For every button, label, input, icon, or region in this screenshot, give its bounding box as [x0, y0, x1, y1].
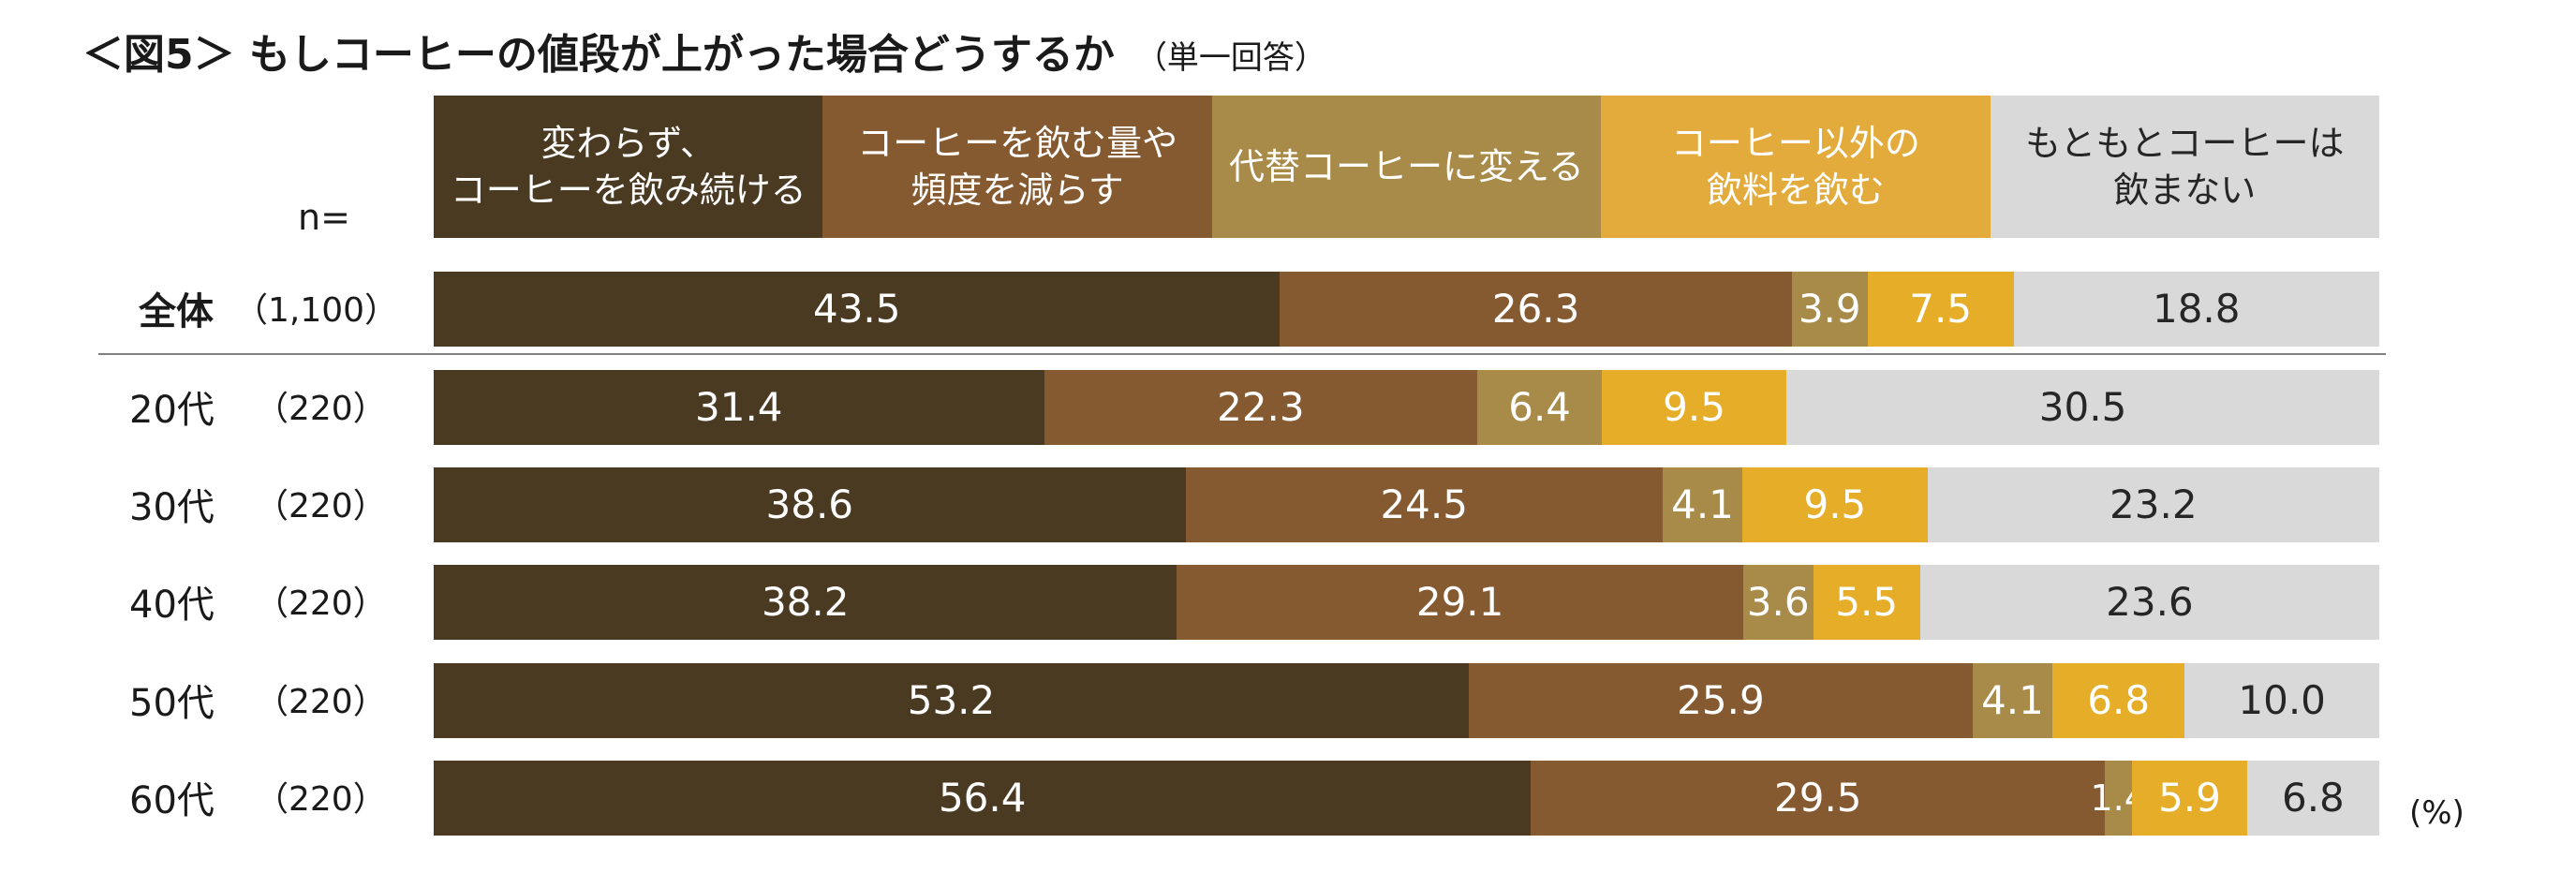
- bar-segment: [2132, 761, 2247, 836]
- unit-label: (%): [2409, 794, 2465, 832]
- bar-segment: [1791, 272, 1868, 347]
- bar-segment: [1813, 565, 1920, 640]
- data-label: 3.9: [1798, 286, 1861, 332]
- data-label: 9.5: [1663, 384, 1725, 430]
- row-sample-size: （1,100）: [234, 291, 399, 330]
- stacked-bar-row: 53.2 25.9 4.1 6.8 10.0: [434, 663, 2379, 738]
- data-label: 29.5: [1774, 775, 1862, 821]
- bar-segment: [434, 272, 1281, 347]
- data-label: 6.8: [2087, 677, 2151, 723]
- bar-segment: [1044, 370, 1478, 445]
- stacked-bar-row: 38.6 24.5 4.1 9.5 23.2: [434, 467, 2379, 542]
- data-label: 25.9: [1677, 677, 1765, 723]
- bar-segment: [1742, 565, 1814, 640]
- bar-segment: [1867, 272, 2014, 347]
- legend-header-3: 代替コーヒーに変える: [1211, 96, 1602, 238]
- stacked-bar-row: 38.2 29.1 3.6 5.5 23.6: [434, 565, 2379, 640]
- row-sample-size: （220）: [255, 585, 387, 623]
- total-divider-line: [98, 353, 2386, 355]
- row-label: 20代: [129, 389, 215, 432]
- data-label: 6.4: [1508, 384, 1572, 430]
- data-label: 7.5: [1909, 286, 1973, 332]
- data-label: 6.8: [2281, 775, 2345, 821]
- data-label: 18.8: [2152, 286, 2241, 332]
- bar-segment: [434, 663, 1469, 738]
- legend-header-4: コーヒー以外の 飲料を飲む: [1601, 96, 1991, 238]
- stacked-bar-row: 56.4 29.5 1.4 5.9 6.8: [434, 761, 2379, 836]
- chart-title: ＜図5＞ もしコーヒーの値段が上がった場合どうするか （単一回答）: [82, 21, 1326, 81]
- data-label: 43.5: [812, 286, 901, 332]
- data-label: 31.4: [695, 384, 783, 430]
- data-label: 5.9: [2158, 775, 2221, 821]
- row-sample-size: （220）: [255, 780, 387, 819]
- bar-segment: [2013, 272, 2379, 347]
- bar-segment: [1602, 370, 1787, 445]
- bar-segment: [1972, 663, 2053, 738]
- bar-segment: [434, 761, 1532, 836]
- data-label: 29.1: [1415, 579, 1504, 625]
- data-label: 23.6: [2106, 579, 2194, 625]
- data-label: 30.5: [2038, 384, 2127, 430]
- bar-segment: [434, 370, 1044, 445]
- row-label: 全体: [139, 290, 214, 333]
- bar-segment: [1742, 467, 1928, 542]
- bar-segment: [1185, 467, 1663, 542]
- data-label: 5.5: [1835, 579, 1899, 625]
- row-sample-size: （220）: [255, 487, 387, 525]
- bar-segment: [1477, 370, 1603, 445]
- bar-segment: [1468, 663, 1973, 738]
- stacked-bar-row: 43.5 26.3 3.9 7.5 18.8: [434, 272, 2379, 347]
- data-label: 23.2: [2110, 481, 2198, 527]
- row-label: 60代: [129, 779, 215, 822]
- stacked-bar-row: 31.4 22.3 6.4 9.5 30.5: [434, 370, 2379, 445]
- bar-segment: [1531, 761, 2106, 836]
- bar-segment: [434, 467, 1186, 542]
- data-label: 53.2: [907, 677, 996, 723]
- data-label: 4.1: [1981, 677, 2044, 723]
- bar-segment: [434, 565, 1177, 640]
- legend-header-2: コーヒーを飲む量や 頻度を減らす: [822, 96, 1212, 238]
- data-label: 3.6: [1746, 579, 1810, 625]
- bar-segment: [2105, 761, 2133, 836]
- legend-header-5: もともとコーヒーは 飲まない: [1990, 96, 2379, 238]
- bar-segment: [2184, 663, 2379, 738]
- data-label: 24.5: [1380, 481, 1468, 527]
- data-label: 4.1: [1671, 481, 1734, 527]
- row-sample-size: （220）: [255, 390, 387, 428]
- bar-segment: [2246, 761, 2379, 836]
- bar-segment: [1786, 370, 2379, 445]
- data-label: 22.3: [1217, 384, 1305, 430]
- subtitle-text: （単一回答）: [1134, 39, 1326, 77]
- data-label: 38.6: [765, 481, 854, 527]
- data-label: 56.4: [938, 775, 1027, 821]
- row-sample-size: （220）: [255, 683, 387, 721]
- bar-segment: [2052, 663, 2185, 738]
- row-label: 40代: [129, 584, 215, 627]
- row-label: 30代: [129, 486, 215, 529]
- bar-segment: [1662, 467, 1743, 542]
- bar-segment: [1919, 565, 2379, 640]
- title-text: ＜図5＞ もしコーヒーの値段が上がった場合どうするか: [82, 31, 1115, 79]
- data-label: 10.0: [2238, 677, 2326, 723]
- bar-segment: [1927, 467, 2379, 542]
- row-label: 50代: [129, 682, 215, 725]
- data-label: 38.2: [761, 579, 850, 625]
- n-label: n=: [298, 197, 350, 238]
- bar-segment: [1177, 565, 1743, 640]
- data-label: 9.5: [1803, 481, 1867, 527]
- data-label: 26.3: [1491, 286, 1580, 332]
- bar-segment: [1280, 272, 1792, 347]
- legend-header-1: 変わらず、 コーヒーを飲み続ける: [434, 96, 823, 238]
